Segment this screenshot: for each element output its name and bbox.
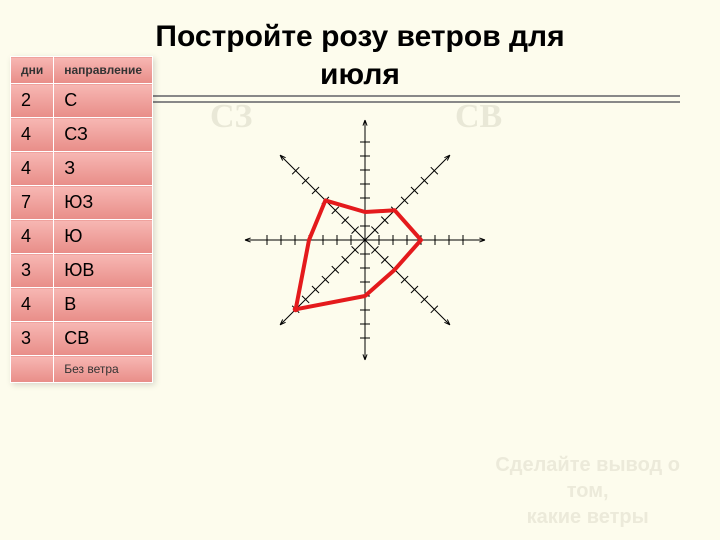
table-row: 4СЗ <box>11 118 153 152</box>
table-row: 4З <box>11 152 153 186</box>
table-row: 7ЮЗ <box>11 186 153 220</box>
title-line-1: Постройте розу ветров для <box>155 20 564 53</box>
table-row: 3СВ <box>11 322 153 356</box>
table-row: 4Ю <box>11 220 153 254</box>
wind-data-table: дни направление 2С 4СЗ 4З 7ЮЗ 4Ю 3ЮВ 4В … <box>10 56 153 383</box>
table-header-row: дни направление <box>11 57 153 84</box>
table-row: 4В <box>11 288 153 322</box>
table-footer-row: Без ветра <box>11 356 153 383</box>
table-row: 2С <box>11 84 153 118</box>
wind-rose-chart <box>235 110 495 370</box>
col-dir-header: направление <box>54 57 153 84</box>
footer-hint: Сделайте вывод о том, какие ветры <box>495 452 680 530</box>
col-days-header: дни <box>11 57 54 84</box>
table-row: 3ЮВ <box>11 254 153 288</box>
title-line-2: июля <box>320 58 400 91</box>
